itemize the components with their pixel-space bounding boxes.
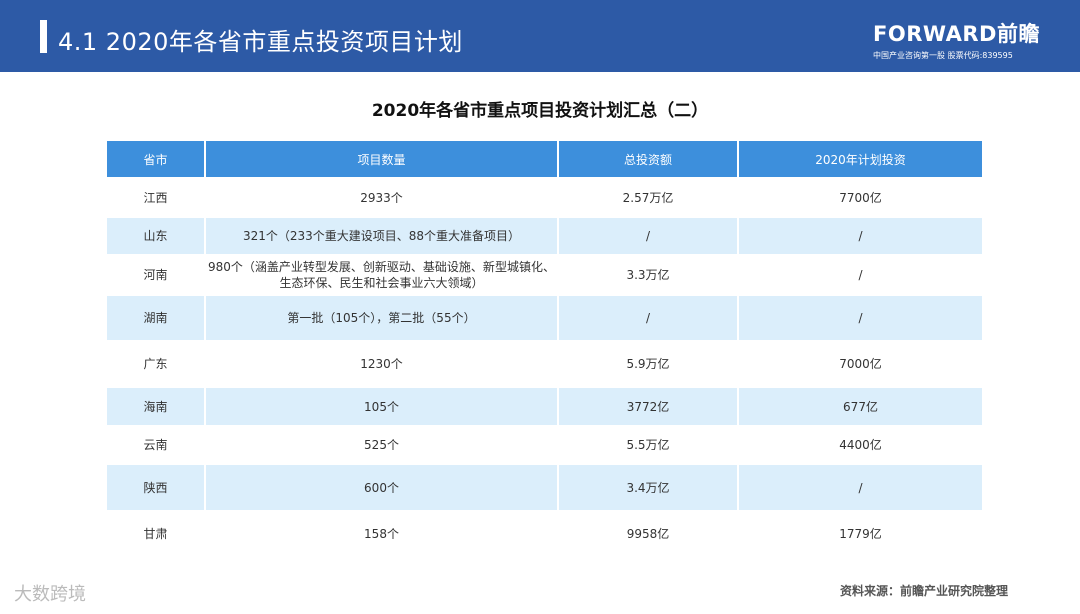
table-cell: 1779亿	[737, 510, 982, 558]
table-row: 山东 321个（233个重大建设项目、88个重大准备项目） / /	[107, 218, 982, 254]
table-row: 陕西 600个 3.4万亿 /	[107, 465, 982, 510]
column-header: 总投资额	[557, 141, 738, 177]
column-header: 2020年计划投资	[737, 141, 982, 177]
table-cell: /	[737, 218, 982, 254]
cell-line: 980个（涵盖产业转型发展、创新驱动、基础设施、新型城镇化、	[208, 260, 555, 274]
table-cell: 105个	[204, 388, 558, 425]
table-title: 2020年各省市重点项目投资计划汇总（二）	[371, 101, 709, 121]
table-cell: 河南	[143, 268, 168, 282]
table-cell: 第一批（105个），第二批（55个）	[204, 296, 558, 340]
brand: FORWARD前瞻	[873, 22, 1040, 46]
table-cell: 3772亿	[557, 388, 738, 425]
table: 省市 项目数量 总投资额 2020年计划投资 江西 2933个 2.57万亿 7700亿 山东…	[107, 141, 982, 558]
table-cell: 湖南	[107, 296, 205, 340]
table-cell: 5.5万亿	[557, 425, 738, 465]
table-row: 江西 2933个 2.57万亿 7700亿	[107, 177, 982, 218]
column-header: 项目数量	[204, 141, 558, 177]
table-cell: 7700亿	[737, 177, 982, 218]
column-header: 省市	[107, 141, 205, 177]
table-cell: 677亿	[737, 388, 982, 425]
table-cell: 3.4万亿	[557, 465, 738, 510]
table-cell: 4400亿	[737, 425, 982, 465]
table-body: 江西 2933个 2.57万亿 7700亿 山东 321个（233个重大建设项目、88个重…	[107, 177, 982, 558]
header-bar: 4.1 2020年各省市重点投资项目计划 FORWARD前瞻 中国产业咨询第一股…	[0, 0, 1080, 72]
table-row: 云南 525个 5.5万亿 4400亿	[107, 425, 982, 465]
table-cell: /	[737, 465, 982, 510]
table-cell: 江西	[143, 190, 168, 205]
source: 资料来源：前瞻产业研究院整理	[839, 584, 1008, 598]
table-cell: /	[737, 296, 982, 340]
table-cell: /	[557, 218, 738, 254]
table-row: 广东 1230个 5.9万亿 7000亿	[107, 340, 982, 388]
table-cell: 云南	[143, 438, 168, 452]
table-cell: 5.9万亿	[557, 340, 738, 388]
table-row: 河南 980个（涵盖产业转型发展、创新驱动、基础设施、新型城镇化、 生态环保、民生和…	[107, 254, 982, 296]
table-cell: 2933个	[204, 177, 558, 218]
table-cell: 525个	[204, 425, 558, 465]
brand-sub: 中国产业咨询第一股 股票代码:839595	[873, 51, 1013, 60]
table-cell: 陕西	[107, 465, 205, 510]
table-cell: 321个（233个重大建设项目、88个重大准备项目）	[204, 218, 558, 254]
watermark: 大数跨境	[14, 584, 86, 605]
header-row: 省市 项目数量 总投资额 2020年计划投资	[107, 141, 982, 177]
cell-line: 生态环保、民生和社会事业六大领域）	[279, 276, 484, 290]
table-cell: 7000亿	[737, 340, 982, 388]
logo: FORWARD前瞻 中国产业咨询第一股 股票代码:839595	[873, 18, 1040, 61]
table-cell: 2.57万亿	[557, 177, 738, 218]
table-cell: 980个（涵盖产业转型发展、创新驱动、基础设施、新型城镇化、 生态环保、民生和社会…	[204, 254, 558, 296]
table-row: 海南 105个 3772亿 677亿	[107, 388, 982, 425]
table-cell: 158个	[204, 510, 558, 558]
header-mark	[40, 20, 47, 53]
table-cell: 9958亿	[557, 510, 738, 558]
table-cell: 山东	[107, 218, 205, 254]
table-row: 湖南 第一批（105个），第二批（55个） / /	[107, 296, 982, 340]
table-cell: /	[557, 296, 738, 340]
table-cell: 3.3万亿	[557, 254, 738, 296]
table-cell: 甘肃	[143, 527, 168, 541]
table-cell: /	[737, 254, 982, 296]
header-title: 4.1 2020年各省市重点投资项目计划	[58, 28, 463, 56]
table-cell: 1230个	[204, 340, 558, 388]
table-row: 甘肃 158个 9958亿 1779亿	[107, 510, 982, 558]
table-cell: 海南	[107, 388, 205, 425]
table-cell: 广东	[143, 357, 168, 371]
table-cell: 600个	[204, 465, 558, 510]
